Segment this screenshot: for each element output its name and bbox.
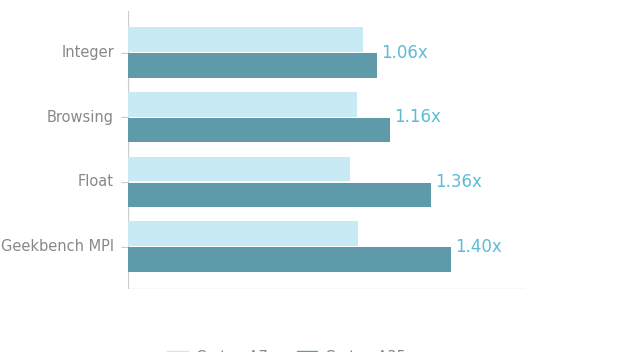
Bar [128,247,451,272]
Bar [128,92,356,117]
Bar [128,157,350,181]
Text: 1.16x: 1.16x [394,108,441,126]
Text: 1.36x: 1.36x [435,173,481,191]
Text: 1.06x: 1.06x [381,44,428,62]
Bar [128,118,390,143]
Bar [128,183,431,207]
Legend: Cortex-A7, Cortex-A35: Cortex-A7, Cortex-A35 [167,350,406,352]
Text: 1.40x: 1.40x [455,238,502,256]
Bar [128,53,377,78]
Bar [128,221,358,246]
Bar [128,27,364,52]
